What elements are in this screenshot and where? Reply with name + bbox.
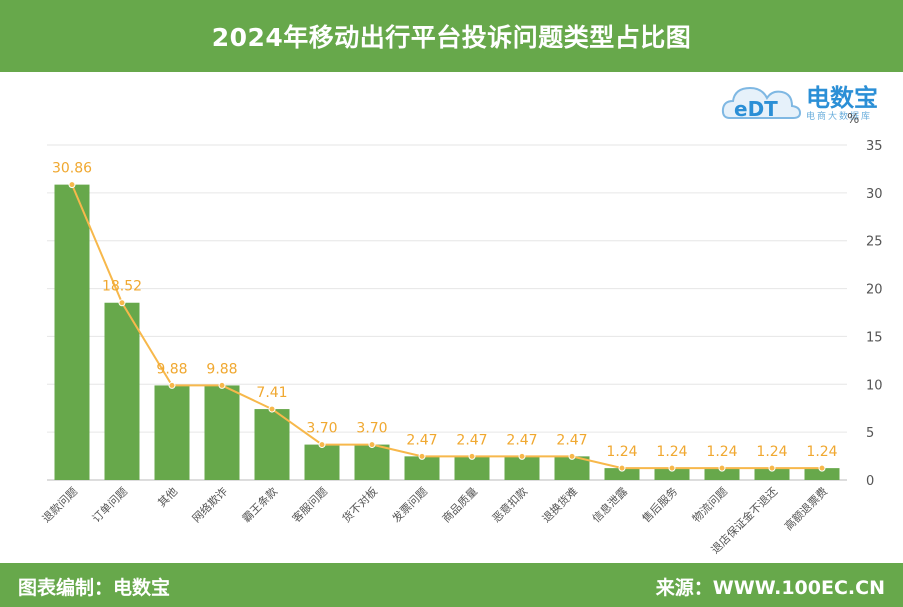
x-tick-label: 商品质量	[439, 484, 480, 525]
x-tick-label: 货不对板	[339, 484, 380, 525]
data-label: 3.70	[356, 421, 387, 437]
bar	[154, 385, 190, 480]
chart-header: 2024年移动出行平台投诉问题类型占比图	[0, 0, 903, 72]
x-tick-label: 售后服务	[639, 484, 680, 525]
bar	[704, 468, 740, 480]
line-point	[718, 464, 726, 472]
x-tick-label: 退换货难	[539, 484, 580, 525]
data-label: 1.24	[756, 444, 787, 460]
y-axis-unit: %	[847, 112, 860, 127]
line-point	[518, 452, 526, 460]
bar	[304, 444, 340, 480]
data-label: 1.24	[606, 444, 637, 460]
data-label: 2.47	[556, 432, 587, 448]
data-label: 2.47	[456, 432, 487, 448]
line-point	[318, 441, 326, 449]
data-label: 30.86	[52, 161, 92, 177]
data-label: 1.24	[806, 444, 837, 460]
bar	[804, 468, 840, 480]
x-tick-label: 信息泄露	[589, 484, 630, 525]
line-point	[368, 441, 376, 449]
line-point	[418, 452, 426, 460]
y-tick-label: 35	[866, 139, 883, 154]
x-tick-label: 高额退票费	[781, 484, 830, 533]
line-point	[818, 464, 826, 472]
data-label: 2.47	[506, 432, 537, 448]
bar	[654, 468, 690, 480]
x-tick-label: 霸王条款	[239, 484, 280, 525]
line-point	[768, 464, 776, 472]
x-tick-label: 恶意扣款	[489, 484, 530, 525]
bar	[254, 409, 290, 480]
y-tick-label: 30	[866, 187, 883, 202]
x-tick-label: 订单问题	[90, 485, 130, 525]
trend-line	[71, 184, 822, 470]
bar	[54, 184, 90, 480]
bar	[504, 456, 540, 480]
bar	[604, 468, 640, 480]
bar	[104, 302, 140, 480]
line-point	[468, 452, 476, 460]
data-label: 1.24	[706, 444, 737, 460]
cloud-logo-icon: eDT	[721, 86, 802, 121]
page-footer: 图表编制：电数宝 来源：WWW.100EC.CN	[0, 563, 903, 607]
bar	[754, 468, 790, 480]
line-point	[568, 452, 576, 460]
y-tick-label: 0	[866, 474, 874, 489]
x-tick-label: 其他	[155, 485, 180, 510]
line-point	[118, 299, 126, 307]
data-label: 7.41	[256, 385, 287, 401]
x-tick-label: 发票问题	[389, 484, 430, 525]
brand-logo: eDT 电数宝 电商大数据库	[720, 76, 900, 126]
logo-brand-name: 电数宝	[806, 84, 878, 112]
chart-title: 2024年移动出行平台投诉问题类型占比图	[211, 23, 692, 52]
x-tick-label: 网络欺诈	[189, 484, 230, 525]
line-point	[618, 464, 626, 472]
logo-mark: eDT	[734, 97, 778, 121]
data-label: 9.88	[156, 361, 187, 377]
y-tick-label: 25	[866, 235, 883, 250]
footer-credit: 图表编制：电数宝	[18, 577, 171, 599]
data-label: 18.52	[102, 279, 142, 295]
logo-tagline: 电商大数据库	[806, 112, 873, 122]
x-tick-label: 退款问题	[39, 484, 80, 525]
y-tick-label: 10	[866, 378, 883, 393]
line-point	[668, 464, 676, 472]
bar	[554, 456, 590, 480]
y-tick-label: 20	[866, 283, 883, 298]
bar	[454, 456, 490, 480]
data-label: 1.24	[656, 444, 687, 460]
line-point	[68, 181, 76, 189]
line-point	[268, 405, 276, 413]
x-tick-label: 客服问题	[289, 484, 330, 525]
line-point	[168, 381, 176, 389]
x-tick-label: 物流问题	[689, 484, 730, 525]
bar	[354, 444, 390, 480]
footer-source: 来源：WWW.100EC.CN	[655, 577, 885, 599]
line-point	[218, 381, 226, 389]
y-tick-label: 15	[866, 330, 883, 345]
y-tick-label: 5	[866, 426, 874, 441]
data-label: 2.47	[406, 432, 437, 448]
bar	[404, 456, 440, 480]
data-label: 9.88	[206, 361, 237, 377]
bar	[204, 385, 240, 480]
data-label: 3.70	[306, 421, 337, 437]
